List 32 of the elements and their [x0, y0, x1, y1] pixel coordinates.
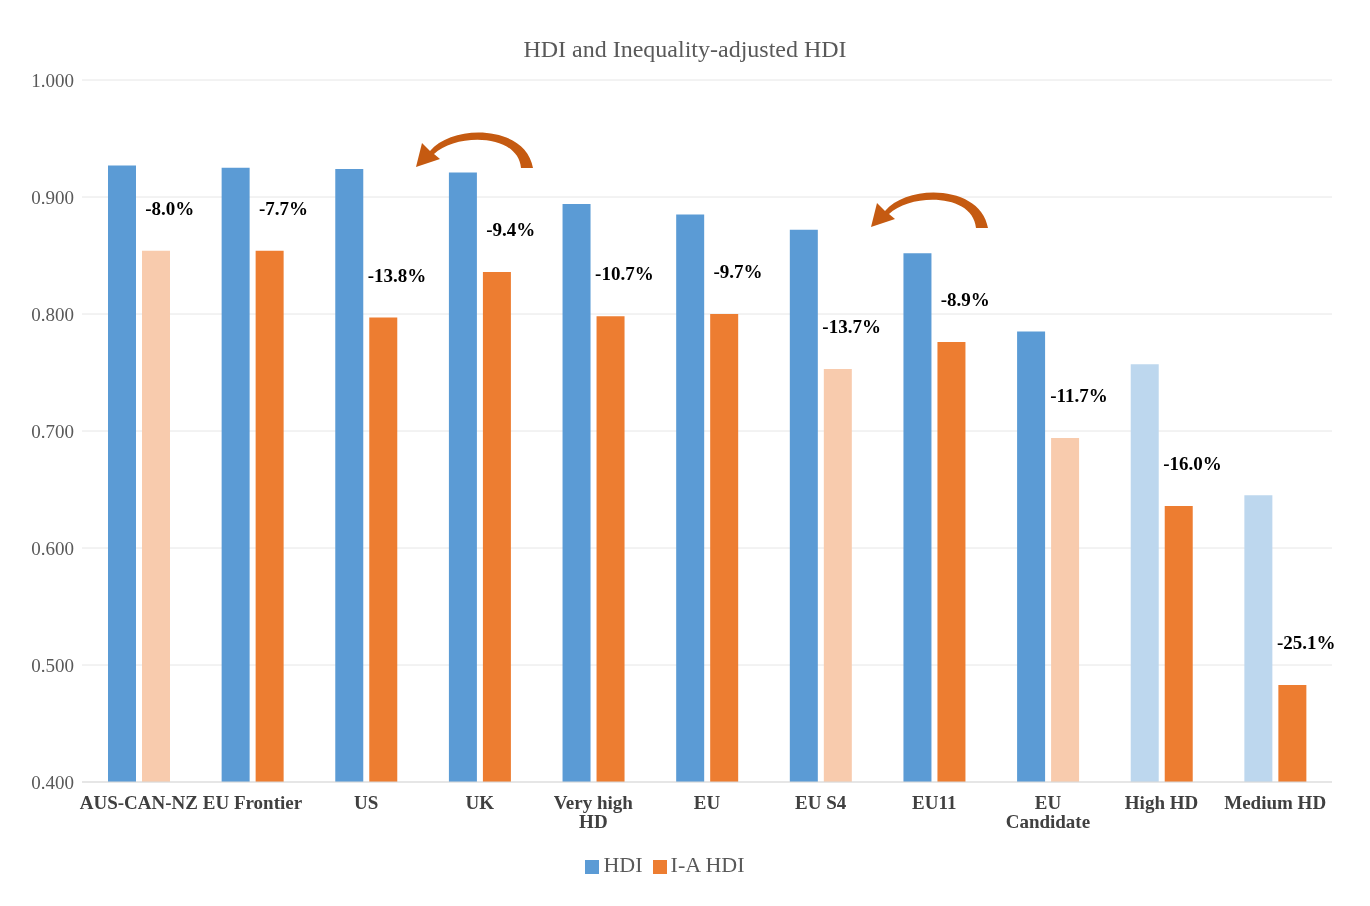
x-tick-label: Medium HD	[1224, 792, 1327, 814]
annotation: -10.7%	[595, 263, 654, 285]
annotation: -13.8%	[367, 264, 427, 286]
y-tick-label: 0.900	[31, 186, 74, 208]
annotation: -9.4%	[486, 218, 536, 240]
x-tick-label: EU S4	[795, 792, 847, 814]
y-tick-label: 0.600	[31, 537, 74, 559]
y-tick-label: 0.400	[31, 771, 74, 793]
chart-title: HDI and Inequality-adjusted HDI	[522, 36, 848, 63]
y-tick-label: 0.800	[31, 303, 74, 325]
annotation: -7.7%	[258, 197, 308, 219]
y-tick-label: 0.700	[31, 420, 74, 442]
y-tick-label: 0.500	[31, 654, 74, 676]
x-tick-label: Very high HD	[553, 792, 634, 833]
x-tick-label: AUS-CAN-NZ	[79, 792, 198, 814]
annotation: -11.7%	[1050, 385, 1108, 407]
x-tick-label: EU Candidate	[1005, 792, 1091, 833]
legend-label: HDI	[603, 852, 643, 877]
x-tick-label: UK	[465, 792, 495, 814]
annotation: -16.0%	[1163, 452, 1222, 474]
annotation: -25.1%	[1276, 631, 1336, 653]
x-tick-label: EU Frontier	[202, 792, 303, 814]
y-tick-label: 1.000	[31, 69, 74, 91]
annotation: -8.0%	[145, 197, 195, 219]
annotation: -9.7%	[713, 261, 763, 282]
x-tick-label: US	[353, 792, 379, 814]
annotation: -13.7%	[822, 315, 881, 337]
annotation: -8.9%	[940, 289, 990, 311]
x-tick-label: EU	[693, 792, 721, 814]
legend-label: I-A HDI	[670, 852, 745, 877]
x-tick-label: High HD	[1124, 792, 1199, 814]
x-tick-label: EU11	[912, 792, 957, 814]
